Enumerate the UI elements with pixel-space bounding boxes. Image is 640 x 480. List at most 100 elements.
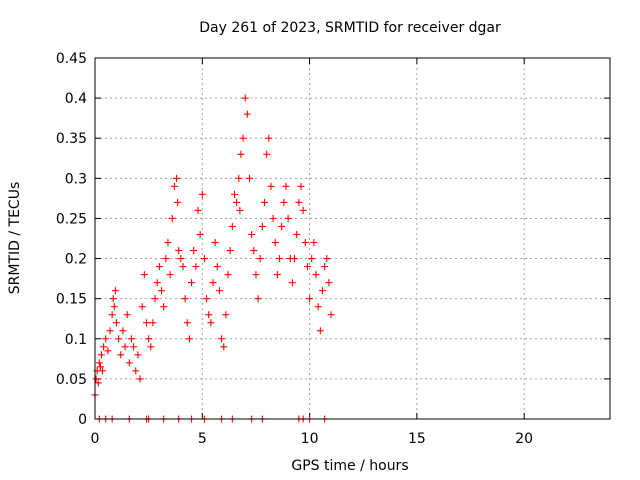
data-point — [121, 343, 129, 351]
data-point — [291, 255, 299, 263]
data-point — [314, 303, 322, 311]
data-point — [134, 351, 142, 359]
x-tick-label: 5 — [198, 431, 207, 447]
x-tick-label: 15 — [408, 431, 426, 447]
data-point — [256, 255, 264, 263]
data-point — [205, 311, 213, 319]
data-point — [151, 295, 159, 303]
data-point — [211, 239, 219, 247]
data-point — [273, 271, 281, 279]
data-point — [170, 182, 178, 190]
data-point — [111, 287, 119, 295]
data-point — [323, 255, 331, 263]
data-point — [162, 255, 170, 263]
data-point — [220, 343, 228, 351]
plot-frame — [94, 57, 611, 420]
data-point — [293, 230, 301, 238]
data-point — [102, 335, 110, 343]
data-point — [96, 363, 104, 371]
y-tick-label: 0.4 — [65, 91, 87, 107]
data-point — [265, 134, 273, 142]
data-point — [318, 287, 326, 295]
data-point — [166, 271, 174, 279]
data-point — [149, 319, 157, 327]
data-point — [284, 214, 292, 222]
data-point — [100, 343, 108, 351]
y-tick-label: 0.2 — [65, 252, 87, 268]
data-point — [280, 198, 288, 206]
data-point — [218, 335, 226, 343]
data-point — [243, 110, 251, 118]
data-point — [297, 182, 305, 190]
data-point — [222, 311, 230, 319]
y-tick-label: 0.25 — [56, 211, 87, 227]
chart-title: Day 261 of 2023, SRMTID for receiver dga… — [199, 20, 501, 36]
data-point — [239, 134, 247, 142]
data-point — [109, 295, 117, 303]
data-point — [168, 214, 176, 222]
data-point — [213, 263, 221, 271]
data-point — [143, 319, 150, 327]
y-tick-label: 0.1 — [65, 332, 87, 348]
data-point — [271, 239, 279, 247]
data-point — [236, 206, 244, 214]
data-point — [252, 271, 260, 279]
data-point — [112, 319, 120, 327]
data-point — [200, 255, 208, 263]
data-point — [237, 150, 245, 158]
data-point — [278, 222, 286, 230]
data-point — [190, 247, 198, 255]
data-point — [145, 335, 153, 343]
y-tick-label: 0.05 — [56, 372, 87, 388]
data-point — [115, 335, 123, 343]
data-point — [175, 247, 183, 255]
data-point — [173, 174, 181, 182]
data-point — [164, 239, 172, 247]
data-point — [130, 343, 138, 351]
data-point — [95, 359, 103, 367]
data-point — [226, 247, 234, 255]
data-point — [179, 263, 187, 271]
data-point — [316, 327, 324, 335]
data-point — [248, 230, 256, 238]
data-point — [254, 295, 262, 303]
data-point — [263, 150, 271, 158]
x-axis-label: GPS time / hours — [291, 458, 408, 474]
data-point — [230, 190, 238, 198]
data-point — [321, 263, 329, 271]
x-tick-label: 0 — [91, 431, 100, 447]
data-point — [132, 367, 140, 375]
y-tick-label: 0.35 — [56, 131, 87, 147]
data-point — [198, 190, 206, 198]
axis-ticks: 0 0.05 0.1 0.15 0.2 0.25 0.3 0.35 0.4 0.45 0 5 10 15 2… — [56, 51, 610, 447]
data-point — [235, 174, 243, 182]
data-point — [160, 303, 168, 311]
data-point — [94, 379, 102, 387]
data-point — [269, 214, 277, 222]
data-point — [209, 279, 217, 287]
data-point — [299, 206, 307, 214]
data-point — [306, 295, 314, 303]
data-point — [125, 359, 133, 367]
data-point — [303, 263, 311, 271]
data-point — [228, 222, 236, 230]
data-point — [181, 295, 189, 303]
data-point — [97, 351, 105, 359]
data-point — [140, 271, 148, 279]
data-point — [207, 319, 215, 327]
x-tick-label: 20 — [515, 431, 533, 447]
data-point — [119, 327, 127, 335]
data-point — [177, 255, 185, 263]
y-tick-label: 0 — [78, 412, 87, 428]
data-point — [185, 335, 193, 343]
data-point — [258, 222, 266, 230]
data-point — [136, 375, 144, 383]
y-tick-label: 0.15 — [56, 292, 87, 308]
data-point — [233, 198, 241, 206]
y-tick-label: 0.45 — [56, 51, 87, 67]
data-point — [188, 279, 196, 287]
data-point — [110, 303, 118, 311]
data-point — [288, 279, 296, 287]
data-point — [246, 174, 253, 182]
